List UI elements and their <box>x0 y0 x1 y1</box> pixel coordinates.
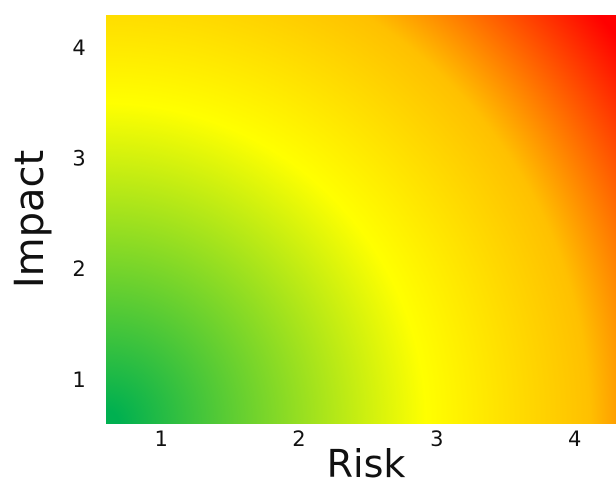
x-tick-label: 3 <box>430 427 443 451</box>
y-tick-label: 4 <box>72 36 85 60</box>
heatmap-gradient-area <box>106 15 616 424</box>
x-tick-label: 2 <box>292 427 305 451</box>
x-axis-ticks: 1 2 3 4 <box>154 427 581 451</box>
y-axis-title: Impact <box>7 150 53 288</box>
y-axis-ticks: 1 2 3 4 <box>72 36 85 392</box>
x-tick-label: 4 <box>568 427 581 451</box>
y-tick-label: 2 <box>72 257 85 281</box>
y-tick-label: 3 <box>72 147 85 171</box>
y-tick-label: 1 <box>72 368 85 392</box>
x-tick-label: 1 <box>154 427 167 451</box>
x-axis-title: Risk <box>327 442 406 479</box>
